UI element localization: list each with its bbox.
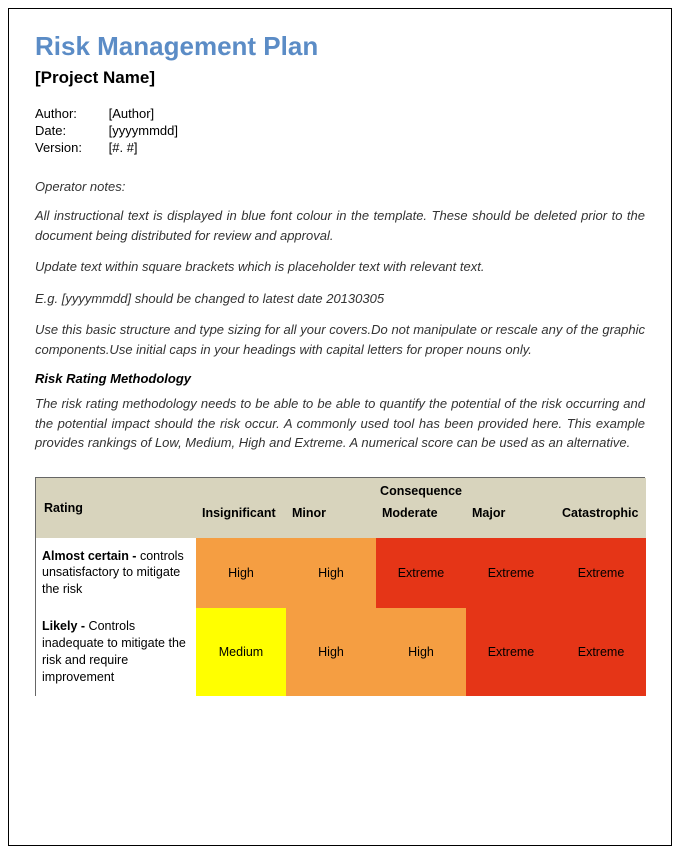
page-title: Risk Management Plan — [35, 31, 645, 62]
document-page: Risk Management Plan [Project Name] Auth… — [8, 8, 672, 846]
rating-header: Rating — [36, 478, 196, 538]
operator-note-1: All instructional text is displayed in b… — [35, 206, 645, 245]
matrix-body: Almost certain - controls unsatisfactory… — [36, 538, 646, 696]
matrix-cell: Extreme — [466, 538, 556, 609]
risk-matrix: Rating Consequence InsignificantMinorMod… — [35, 477, 645, 696]
operator-notes-heading: Operator notes: — [35, 179, 645, 194]
methodology-heading: Risk Rating Methodology — [35, 371, 645, 386]
consequence-header: Consequence — [196, 478, 646, 504]
row-label: Likely - Controls inadequate to mitigate… — [36, 608, 196, 696]
matrix-cell: Extreme — [556, 608, 646, 696]
matrix-cell: Extreme — [376, 538, 466, 609]
matrix-cell: High — [196, 538, 286, 609]
matrix-header: Rating Consequence InsignificantMinorMod… — [36, 478, 646, 538]
matrix-row: Likely - Controls inadequate to mitigate… — [36, 608, 646, 696]
date-value: [yyyymmdd] — [109, 123, 178, 138]
consequence-col-2: Moderate — [376, 504, 466, 538]
matrix-cell: High — [286, 538, 376, 609]
consequence-col-0: Insignificant — [196, 504, 286, 538]
version-value: [#. #] — [109, 140, 138, 155]
consequence-col-1: Minor — [286, 504, 376, 538]
project-name: [Project Name] — [35, 68, 645, 88]
operator-note-2: Update text within square brackets which… — [35, 257, 645, 277]
author-label: Author: — [35, 106, 105, 121]
meta-date: Date: [yyyymmdd] — [35, 123, 645, 138]
matrix-row: Almost certain - controls unsatisfactory… — [36, 538, 646, 609]
matrix-cell: Medium — [196, 608, 286, 696]
risk-matrix-table: Rating Consequence InsignificantMinorMod… — [36, 478, 646, 696]
matrix-cell: Extreme — [466, 608, 556, 696]
operator-note-3: E.g. [yyyymmdd] should be changed to lat… — [35, 289, 645, 309]
matrix-cell: High — [286, 608, 376, 696]
author-value: [Author] — [109, 106, 155, 121]
meta-version: Version: [#. #] — [35, 140, 645, 155]
date-label: Date: — [35, 123, 105, 138]
consequence-col-4: Catastrophic — [556, 504, 646, 538]
row-label: Almost certain - controls unsatisfactory… — [36, 538, 196, 609]
meta-author: Author: [Author] — [35, 106, 645, 121]
matrix-cell: High — [376, 608, 466, 696]
version-label: Version: — [35, 140, 105, 155]
meta-block: Author: [Author] Date: [yyyymmdd] Versio… — [35, 106, 645, 155]
methodology-body: The risk rating methodology needs to be … — [35, 394, 645, 453]
matrix-cell: Extreme — [556, 538, 646, 609]
consequence-col-3: Major — [466, 504, 556, 538]
operator-note-4: Use this basic structure and type sizing… — [35, 320, 645, 359]
